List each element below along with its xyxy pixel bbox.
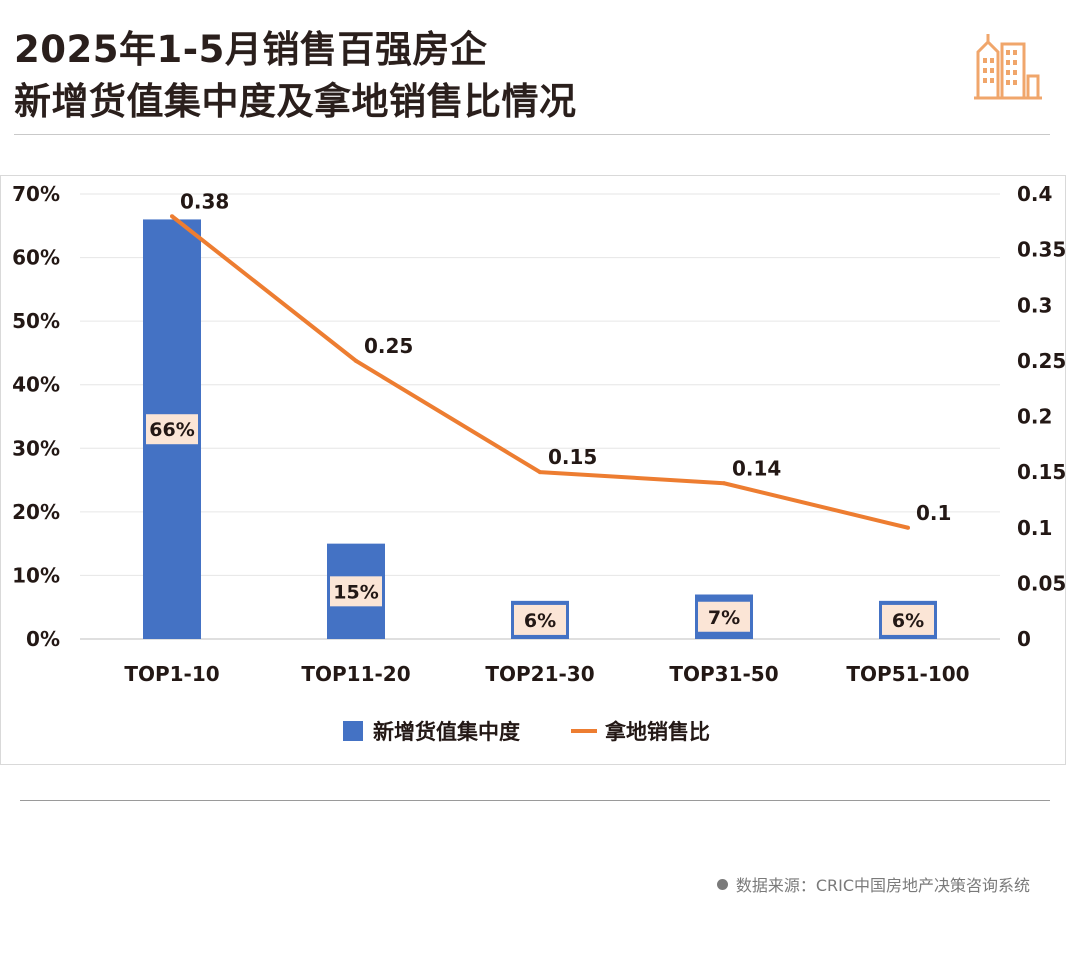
line-point	[722, 481, 726, 486]
bar-data-label: 7%	[708, 607, 740, 629]
y-right-tick-label: 0.4	[1017, 182, 1052, 206]
title-divider	[14, 134, 1050, 135]
x-category-label: TOP21-30	[485, 662, 594, 686]
line-data-label: 0.1	[916, 501, 951, 525]
bar-data-label: 15%	[333, 581, 378, 603]
legend-line-label: 拿地销售比	[604, 720, 710, 744]
x-category-label: TOP51-100	[846, 662, 969, 686]
bullet-icon	[716, 878, 728, 890]
y-left-tick-label: 20%	[12, 500, 60, 524]
line-data-label: 0.25	[364, 334, 413, 358]
legend-bar-label: 新增货值集中度	[373, 720, 520, 744]
chart-title-line1: 2025年1-5月销售百强房企	[14, 28, 488, 71]
line-series	[170, 214, 909, 530]
y-right-tick-label: 0.3	[1017, 293, 1052, 317]
line-point	[538, 470, 542, 475]
y-right-tick-label: 0.25	[1017, 349, 1066, 373]
bar-data-label: 6%	[892, 610, 924, 632]
chart-title-line2: 新增货值集中度及拿地销售比情况	[14, 80, 577, 123]
city-buildings-icon	[974, 34, 1042, 100]
y-right-tick-label: 0.35	[1017, 238, 1066, 262]
y-left-tick-label: 0%	[26, 627, 60, 651]
line-point	[906, 525, 910, 530]
y-left-tick-label: 10%	[12, 563, 60, 587]
chart-title: 2025年1-5月销售百强房企 新增货值集中度及拿地销售比情况	[14, 24, 577, 128]
y-left-tick-label: 30%	[12, 436, 60, 460]
bar-data-label: 6%	[524, 610, 556, 632]
y-right-tick-label: 0	[1017, 627, 1031, 651]
bar-label-background	[514, 604, 566, 635]
x-category-label: TOP31-50	[669, 662, 778, 686]
y-left-tick-label: 40%	[12, 373, 60, 397]
y-left-tick-label: 60%	[12, 246, 60, 270]
bar-label-background	[330, 576, 382, 607]
y-right-tick-label: 0.2	[1017, 405, 1052, 429]
chart-frame	[0, 175, 1066, 765]
bar-label-background	[698, 601, 750, 632]
y-left-tick-label: 50%	[12, 309, 60, 333]
bar-data-label: 66%	[149, 419, 194, 441]
x-category-label: TOP1-10	[124, 662, 219, 686]
source-note: 数据来源：CRIC中国房地产决策咨询系统	[716, 872, 1030, 896]
bar-label-background	[882, 604, 934, 635]
x-category-label: TOP11-20	[301, 662, 410, 686]
y-right-tick-label: 0.1	[1017, 516, 1052, 540]
source-text: 数据来源：CRIC中国房地产决策咨询系统	[735, 876, 1030, 895]
bar-label-background	[146, 414, 198, 445]
line-data-label: 0.14	[732, 456, 781, 480]
y-right-tick-label: 0.15	[1017, 460, 1066, 484]
legend-bar-swatch	[343, 721, 363, 741]
line-data-label: 0.15	[548, 445, 597, 469]
y-left-tick-label: 70%	[12, 182, 60, 206]
line-data-label: 0.38	[180, 189, 229, 213]
footer-divider	[20, 800, 1050, 801]
y-right-tick-label: 0.05	[1017, 571, 1066, 595]
line-point	[354, 358, 358, 363]
line-point	[170, 214, 174, 219]
